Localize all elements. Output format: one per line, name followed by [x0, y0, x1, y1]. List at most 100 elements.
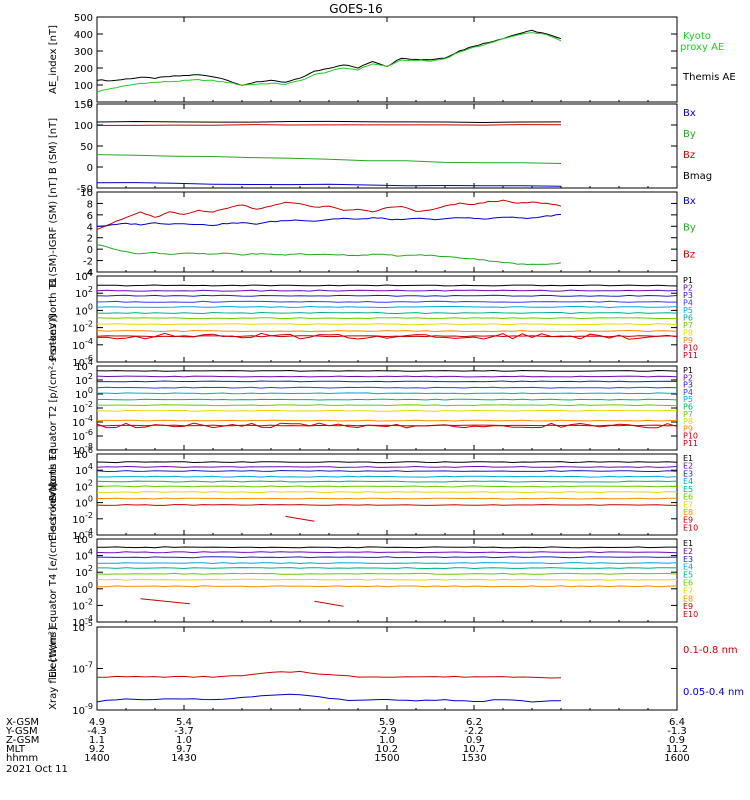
series-line-e9: [140, 598, 190, 605]
panel-frame-6: [96, 453, 678, 536]
legend-entry-0-05-0-4-nm: 0.05-0.4 nm: [683, 687, 744, 698]
legend-entry-e10: E10: [683, 610, 698, 619]
ephemeris-value: 0.9: [669, 735, 685, 746]
y-tick-label: -2: [83, 257, 93, 268]
y-axis-label: Xray flux [W/m²]: [48, 627, 59, 710]
legend-entry-p1: P1: [683, 366, 693, 375]
y-tick-label: 102: [75, 478, 93, 493]
legend-entry-by: By: [683, 223, 696, 234]
ephemeris-value: 5.9: [379, 717, 395, 728]
legend-entry-e7: E7: [683, 500, 693, 509]
y-tick-label: 102: [75, 564, 93, 579]
legend-entry-e5: E5: [683, 485, 693, 494]
y-tick-label: 0: [87, 98, 93, 109]
series-line-e10: [285, 515, 315, 522]
legend-entry-p11: P11: [683, 351, 698, 360]
legend-entry-e3: E3: [683, 469, 693, 478]
legend-entry-p3: P3: [683, 291, 693, 300]
series-line-e5: [96, 480, 678, 483]
y-axis-label: AE_index [nT]: [48, 25, 59, 94]
series-line-e3: [96, 469, 678, 473]
legend-entry-kyoto: Kyoto: [683, 31, 711, 42]
series-line-e1: [96, 461, 678, 464]
y-tick-label: 300: [74, 47, 93, 58]
legend-entry-bx: Bx: [683, 196, 696, 207]
ephemeris-value: 9.7: [176, 744, 192, 755]
y-tick-label: 10-4: [72, 337, 93, 352]
legend-entry-p3: P3: [683, 381, 693, 390]
series-line-bmag: [96, 120, 562, 124]
ephemeris-row-label: hhmm: [6, 753, 38, 764]
y-tick-label: 8: [87, 199, 93, 210]
ephemeris-value: 1.0: [176, 735, 192, 746]
ephemeris-value: 1600: [664, 753, 689, 764]
series-line-p8: [96, 323, 678, 326]
y-tick-label: 10: [80, 188, 93, 199]
series-line-e1: [97, 546, 677, 549]
ephemeris-value: 1500: [374, 753, 399, 764]
series-line-by: [96, 244, 562, 266]
legend-entry-p9: P9: [683, 424, 693, 433]
ephemeris-value: 1430: [171, 753, 196, 764]
y-tick-label: 10-4: [72, 527, 93, 542]
panel-frame-3: [96, 191, 678, 273]
series-line-0-05-0-4-nm: [96, 693, 562, 703]
legend-entry-e9: E9: [683, 602, 693, 611]
series-line-p4: [96, 300, 677, 303]
series-line-e8: [97, 497, 677, 500]
legend-entry-p7: P7: [683, 321, 693, 330]
series-line-p7: [96, 404, 678, 407]
series-line-e4: [97, 562, 678, 565]
panel-frame-8: [96, 626, 678, 711]
legend-entry-bz: Bz: [683, 150, 695, 161]
ephemeris-value: 6.2: [466, 717, 482, 728]
plot-title: GOES-16: [329, 2, 383, 16]
legend-entry-e9: E9: [683, 516, 693, 525]
y-tick-label: 10-6: [72, 354, 93, 369]
ephemeris-value: 9.2: [89, 744, 105, 755]
y-tick-label: 10-2: [72, 597, 93, 612]
y-tick-label: -4: [83, 268, 93, 279]
y-tick-label: 10-7: [72, 661, 93, 676]
legend-entry-bx: Bx: [683, 108, 696, 119]
ephemeris-row-label: 2021 Oct 11: [6, 764, 68, 775]
y-tick-label: 10-4: [72, 414, 93, 429]
y-tick-label: 106: [75, 446, 93, 461]
y-tick-label: 104: [75, 358, 93, 373]
series-line-p2: [96, 289, 678, 292]
y-tick-label: 50: [80, 142, 93, 153]
legend-entry-e4: E4: [683, 563, 693, 572]
series-line-p2: [96, 375, 678, 378]
y-tick-label: 0: [87, 163, 93, 174]
series-line-bz: [96, 124, 562, 126]
legend-entry-p2: P2: [683, 283, 693, 292]
series-line-0-1-0-8-nm: [97, 670, 562, 679]
ephemeris-value: 6.4: [669, 717, 685, 728]
ephemeris-value: 10.2: [376, 744, 398, 755]
y-tick-label: 104: [75, 268, 93, 283]
series-line-bx: [96, 182, 562, 187]
y-tick-label: 100: [75, 302, 93, 317]
ephemeris-value: -1.3: [667, 726, 687, 737]
legend-entry-p11: P11: [683, 439, 698, 448]
y-tick-label: 6: [87, 211, 93, 222]
y-tick-label: 150: [74, 100, 93, 111]
series-line-e5: [97, 567, 678, 570]
y-tick-label: 104: [75, 462, 93, 477]
legend-entry-p6: P6: [683, 313, 693, 322]
legend-entry-themis-ae: Themis AE: [682, 72, 736, 83]
y-tick-label: 100: [74, 121, 93, 132]
ephemeris-row-label: X-GSM: [6, 717, 39, 728]
legend-entry-e4: E4: [683, 477, 693, 486]
ephemeris-value: -4.3: [87, 726, 107, 737]
series-line-p3: [97, 380, 678, 383]
legend-entry-p9: P9: [683, 336, 693, 345]
legend-entry-p4: P4: [683, 388, 693, 397]
series-line-e10: [314, 600, 344, 607]
series-line-p6: [97, 398, 678, 401]
y-tick-label: 102: [75, 285, 93, 300]
ephemeris-value: 1.0: [379, 735, 395, 746]
series-line-themis-ae: [96, 29, 562, 86]
y-tick-label: 10-9: [72, 702, 93, 717]
